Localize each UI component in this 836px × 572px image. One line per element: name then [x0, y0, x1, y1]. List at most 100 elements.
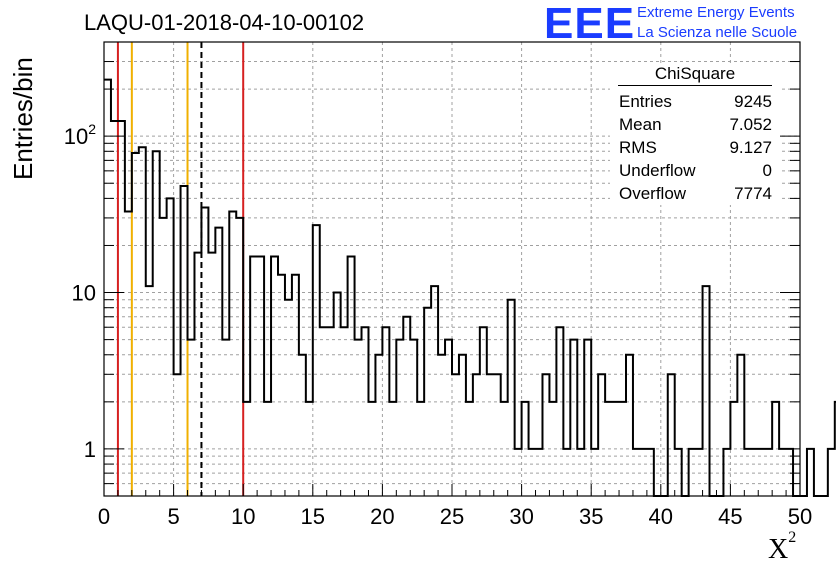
chart-title: LAQU-01-2018-04-10-00102 [84, 10, 365, 35]
histogram-bin [556, 327, 563, 496]
histogram-bin [431, 286, 438, 496]
histogram-bin [758, 449, 765, 496]
stats-label: Entries [619, 92, 672, 111]
histogram-bin [438, 355, 445, 496]
histogram-bin [355, 340, 362, 496]
histogram-bin [417, 402, 424, 496]
stats-label: Underflow [619, 161, 696, 180]
histogram-bin [570, 340, 577, 496]
histogram-bin [591, 449, 598, 496]
histogram-bin [612, 402, 619, 496]
grid [104, 42, 800, 496]
histogram-bin [132, 153, 139, 496]
x-tick-label: 25 [440, 504, 464, 529]
histogram-bin [208, 253, 215, 496]
histogram-bin [723, 449, 730, 496]
stats-value: 9.127 [729, 138, 772, 157]
y-tick-label: 1 [84, 437, 96, 462]
histogram-bin [751, 449, 758, 496]
histogram-bin [473, 374, 480, 496]
histogram-bin [229, 211, 236, 496]
histogram-bin [250, 256, 257, 496]
logo-caption-line2: La Scienza nelle Scuole [637, 24, 798, 41]
histogram-bin [668, 374, 675, 496]
histogram-bin [828, 449, 835, 496]
histogram-bin [424, 308, 431, 496]
tick-labels: 0 5 10 15 20 25 30 35 40 45 50 1 10 102 [64, 121, 813, 529]
y-tick-label: 102 [64, 121, 96, 149]
histogram-bin [730, 402, 737, 496]
histogram-bin [181, 186, 188, 496]
histogram-bin [772, 402, 779, 496]
histogram-bin [744, 449, 751, 496]
histogram-bin [104, 80, 111, 496]
histogram-bin [194, 253, 201, 496]
histogram-bin [257, 256, 264, 496]
histogram-bin [536, 449, 543, 496]
histogram-bin [529, 449, 536, 496]
histogram-bin [236, 218, 243, 496]
histogram-bin [271, 256, 278, 496]
histogram-bin [584, 340, 591, 496]
histogram-bin [577, 449, 584, 496]
histogram-bin [188, 340, 195, 496]
histogram-bin [807, 449, 814, 496]
logo-caption: Extreme Energy Events La Scienza nelle S… [637, 3, 797, 43]
stats-box: ChiSquare Entries 9245 Mean 7.052 RMS 9.127… [610, 64, 780, 205]
y-axis-label: Entries/bin [8, 57, 38, 180]
stats-title: ChiSquare [618, 64, 772, 86]
histogram-bin [640, 449, 647, 496]
histogram-bin [410, 340, 417, 496]
x-tick-label: 35 [579, 504, 603, 529]
logo-caption-line1: Extreme Energy Events [637, 4, 795, 21]
stats-value: 0 [762, 161, 772, 180]
histogram-bin [689, 449, 696, 496]
histogram-bin [626, 355, 633, 496]
axis-ticks [103, 61, 801, 496]
histogram-bin [368, 402, 375, 496]
histogram-bin [320, 327, 327, 496]
histogram-bin [174, 374, 181, 496]
x-tick-label: 20 [370, 504, 394, 529]
histogram-bin [779, 449, 786, 496]
histogram-bin [348, 256, 355, 496]
histogram-bin [403, 317, 410, 496]
histogram-bin [334, 293, 341, 496]
histogram-bin [285, 300, 292, 496]
histogram-bin [647, 449, 654, 496]
histogram-bin [605, 402, 612, 496]
stats-row: Overflow 7774 [610, 182, 780, 205]
histogram-outline [104, 78, 836, 497]
x-tick-label: 45 [718, 504, 742, 529]
histogram-bin [522, 402, 529, 496]
histogram-bin [306, 402, 313, 496]
histogram-bin [480, 327, 487, 496]
histogram-bin [362, 327, 369, 496]
histogram-bin [389, 402, 396, 496]
histogram-bin [515, 449, 522, 496]
histogram-bin [633, 449, 640, 496]
histogram-bin [445, 340, 452, 496]
x-tick-label: 10 [231, 504, 255, 529]
histogram-bin [167, 198, 174, 496]
stats-label: Mean [619, 115, 662, 134]
histogram-bin [508, 300, 515, 496]
x-tick-label: 0 [98, 504, 110, 529]
x-axis-label-base: X [768, 534, 789, 565]
x-tick-label: 30 [509, 504, 533, 529]
stats-row: Entries 9245 [610, 90, 780, 113]
histogram-bin [501, 402, 508, 496]
histogram-bin [222, 340, 229, 496]
histogram-bin [215, 228, 222, 496]
histogram-bin [703, 286, 710, 496]
histogram-bin [146, 286, 153, 496]
stats-row: RMS 9.127 [610, 136, 780, 159]
histogram-bin [299, 355, 306, 496]
eee-logo: EEE [544, 0, 636, 48]
histogram-bin [382, 327, 389, 496]
stats-value: 7.052 [729, 115, 772, 134]
histogram-bin [737, 355, 744, 496]
histogram-bin [494, 374, 501, 496]
stats-row: Underflow 0 [610, 159, 780, 182]
